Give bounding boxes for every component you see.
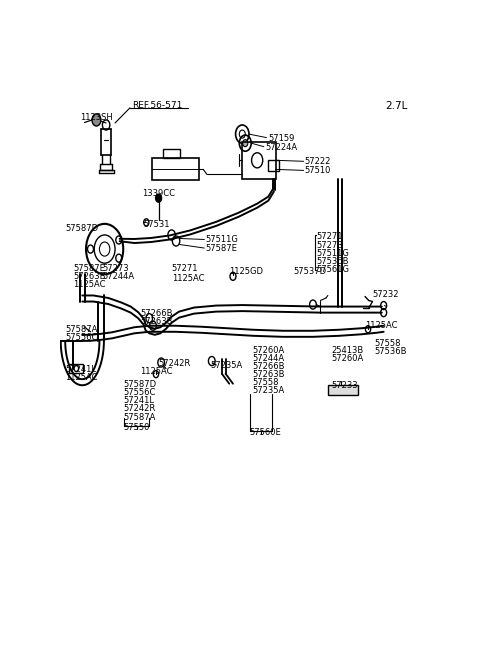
Bar bbox=[152, 158, 199, 181]
Bar bbox=[69, 364, 84, 373]
Text: 57273: 57273 bbox=[103, 264, 130, 273]
Text: 57224A: 57224A bbox=[266, 143, 298, 152]
Text: 57531: 57531 bbox=[144, 220, 170, 229]
Text: 57273: 57273 bbox=[317, 240, 343, 250]
Text: 57222: 57222 bbox=[305, 157, 331, 166]
Bar bbox=[242, 141, 276, 179]
Text: 1339CC: 1339CC bbox=[143, 189, 176, 198]
Text: 25413B: 25413B bbox=[332, 346, 364, 355]
Text: 1125AC: 1125AC bbox=[172, 274, 204, 283]
Text: 57263B: 57263B bbox=[252, 370, 285, 379]
Text: 57242R: 57242R bbox=[158, 359, 191, 368]
Text: 57558: 57558 bbox=[252, 378, 279, 387]
Text: 57266B: 57266B bbox=[252, 362, 285, 371]
Text: 57511G: 57511G bbox=[205, 236, 238, 244]
Text: 57587E: 57587E bbox=[73, 264, 105, 273]
Text: 57587D: 57587D bbox=[123, 381, 156, 389]
Text: 57271: 57271 bbox=[172, 264, 198, 273]
Bar bbox=[328, 385, 358, 396]
Text: 57233: 57233 bbox=[332, 381, 358, 390]
Text: 1125AC: 1125AC bbox=[365, 321, 397, 330]
Text: 57510: 57510 bbox=[305, 166, 331, 176]
Text: 57263B: 57263B bbox=[140, 316, 172, 326]
Text: 57556C: 57556C bbox=[66, 333, 98, 342]
Text: 1123SH: 1123SH bbox=[81, 113, 113, 122]
Circle shape bbox=[156, 194, 162, 202]
Text: 57536B: 57536B bbox=[317, 257, 349, 266]
Text: 57536B: 57536B bbox=[374, 347, 407, 356]
Text: 57587E: 57587E bbox=[205, 244, 237, 253]
Text: 57537D: 57537D bbox=[294, 267, 327, 276]
Text: 57587A: 57587A bbox=[66, 325, 98, 334]
Text: REF.56-571: REF.56-571 bbox=[132, 102, 183, 110]
Text: 57560E: 57560E bbox=[249, 428, 281, 437]
Text: 57556C: 57556C bbox=[123, 388, 156, 398]
Text: 57260A: 57260A bbox=[332, 354, 364, 363]
Text: 57271: 57271 bbox=[317, 233, 343, 242]
Text: 57266B: 57266B bbox=[140, 309, 172, 318]
Text: 57159: 57159 bbox=[268, 134, 295, 143]
Text: 57558: 57558 bbox=[374, 339, 401, 348]
Text: 57511G: 57511G bbox=[317, 249, 349, 257]
Text: 57561G: 57561G bbox=[317, 265, 349, 274]
Bar bbox=[267, 160, 279, 172]
Text: 1125GD: 1125GD bbox=[229, 267, 263, 276]
Text: 57550: 57550 bbox=[123, 423, 150, 432]
Text: 57235A: 57235A bbox=[252, 386, 285, 396]
Text: 57244A: 57244A bbox=[252, 354, 285, 363]
Text: 57260A: 57260A bbox=[252, 346, 285, 355]
Text: 1125AC: 1125AC bbox=[73, 280, 106, 290]
Text: 57244A: 57244A bbox=[103, 272, 135, 281]
Text: 1125AC: 1125AC bbox=[140, 367, 172, 376]
Text: 57587A: 57587A bbox=[123, 413, 156, 422]
Text: 2.7L: 2.7L bbox=[385, 101, 408, 111]
Text: 57235A: 57235A bbox=[211, 360, 243, 369]
Text: 57242R: 57242R bbox=[123, 404, 156, 413]
Circle shape bbox=[92, 114, 101, 126]
Circle shape bbox=[243, 140, 248, 147]
Text: 57232: 57232 bbox=[372, 290, 399, 299]
Text: 57241L: 57241L bbox=[123, 396, 154, 405]
Text: 57263B: 57263B bbox=[73, 272, 106, 281]
Text: 57241L: 57241L bbox=[66, 365, 96, 374]
Text: 1125AC: 1125AC bbox=[66, 373, 98, 382]
Bar bbox=[163, 149, 180, 158]
Text: 57587D: 57587D bbox=[66, 225, 99, 233]
